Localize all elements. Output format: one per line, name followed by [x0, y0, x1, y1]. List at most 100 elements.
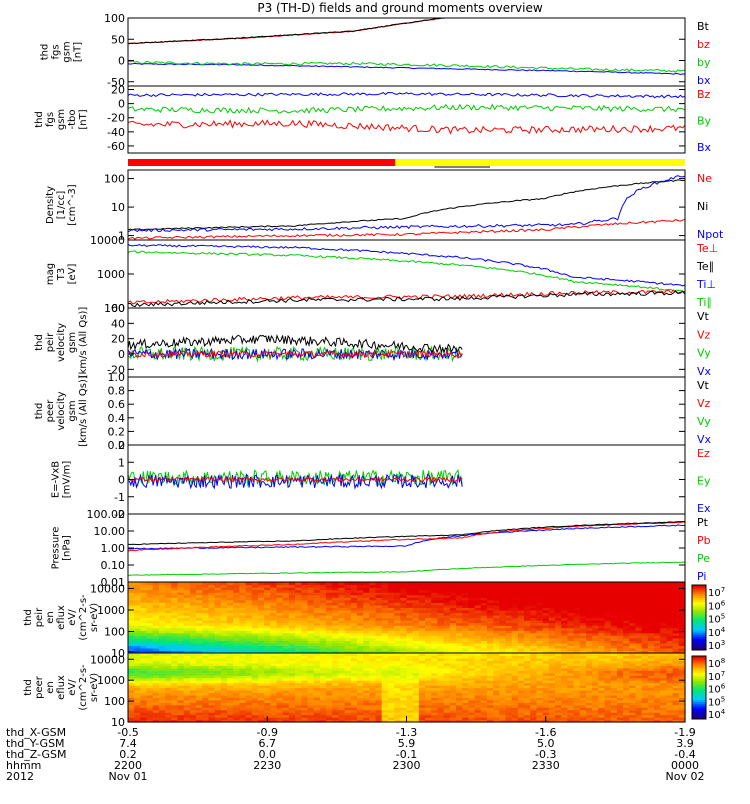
series-Npot	[128, 176, 685, 232]
y-tick-label: 100	[104, 173, 125, 186]
legend-Bt: Bt	[697, 20, 710, 33]
y-tick-label: 10000	[90, 582, 125, 595]
legend-Pb: Pb	[697, 534, 711, 547]
series-Ti⊥	[128, 244, 685, 286]
y-axis-label: thdfgsgsm-tbo[nT]	[34, 109, 89, 130]
y-tick-label: 0	[118, 474, 125, 487]
y-tick-label: 0.6	[108, 398, 126, 411]
colorbar-label: 106	[708, 599, 726, 612]
legend-Ez: Ez	[697, 447, 710, 460]
panel-frame	[128, 18, 685, 86]
y-tick-label: 10.00	[94, 525, 126, 538]
legend-Vz: Vz	[697, 328, 711, 341]
chart-title: P3 (TH-D) fields and ground moments over…	[257, 1, 542, 15]
y-tick-label: 100	[104, 12, 125, 25]
y-tick-label: 100.00	[87, 508, 126, 521]
legend-Pe: Pe	[697, 552, 710, 565]
legend-Ex: Ex	[697, 502, 711, 515]
legend-Npot: Npot	[697, 228, 724, 241]
y-axis-label: thdpeirvelocitygsm[km/s (All Qs)]	[34, 307, 89, 379]
legend-Ey: Ey	[697, 475, 711, 488]
legend-By: By	[697, 115, 712, 128]
y-axis-label: thdpeirenefluxeV/(cm^2-s-sr-eV)	[23, 594, 100, 641]
series-Bx	[128, 93, 685, 98]
y-tick-label: -60	[107, 140, 125, 153]
y-tick-label: 20	[111, 333, 125, 346]
legend-Vy: Vy	[697, 415, 711, 428]
legend-Bz: Bz	[697, 88, 711, 101]
legend-bz: bz	[697, 38, 710, 51]
series-Ne	[128, 219, 685, 239]
y-tick-label: 1000	[97, 604, 125, 617]
y-tick-label: 2	[118, 439, 125, 452]
y-tick-label: 100	[104, 625, 125, 638]
y-tick-label: 1	[118, 456, 125, 469]
mode-bar-slow	[128, 159, 395, 166]
y-tick-label: 0	[118, 55, 125, 68]
y-tick-label: 10	[111, 201, 125, 214]
series-Pe	[128, 562, 685, 575]
y-tick-label: -1	[114, 491, 125, 504]
y-tick-label: 50	[111, 33, 125, 46]
y-axis-label: thdpeervelocitygsm[km/s (All Qs)]	[34, 375, 89, 447]
heatmap-peir-eflux	[128, 582, 686, 654]
series-bz	[128, 18, 490, 44]
legend-by: by	[697, 56, 711, 69]
legend-Vt: Vt	[697, 379, 710, 392]
panels-layer: 100500-50thdfgsgsm[nT]Btbzbybx200-20-40-…	[23, 12, 726, 729]
y-tick-label: 0.10	[101, 559, 126, 572]
legend-Te⊥: Te⊥	[696, 242, 718, 255]
panel-peer-velocity: 1.00.80.60.40.20.0thdpeervelocitygsm[km/…	[34, 371, 712, 452]
panel-frame	[128, 240, 685, 308]
series-By	[128, 105, 685, 114]
colorbar-label: 104	[708, 626, 726, 639]
panel-pressure: 100.0010.001.000.100.01Pressure[nPa]PtPb…	[51, 508, 711, 589]
legend-Ni: Ni	[697, 200, 708, 213]
legend-Pt: Pt	[697, 516, 709, 529]
y-axis-label: magT3[eV]	[45, 263, 78, 285]
panel-frame	[128, 445, 685, 514]
y-tick-label: 40	[111, 317, 125, 330]
panel-frame	[128, 377, 685, 445]
colorbar-label: 103	[708, 639, 725, 652]
legend-Pi: Pi	[697, 570, 706, 583]
series-by	[128, 61, 685, 72]
y-axis-label: E=-VxB[mV/m]	[51, 461, 73, 499]
series-Pt	[128, 522, 685, 545]
series-Ni	[128, 180, 685, 230]
series-Bt	[128, 18, 490, 44]
y-tick-label: -20	[107, 112, 125, 125]
y-tick-label: 0.2	[108, 425, 126, 438]
series-Pi	[128, 525, 685, 549]
legend-Vz: Vz	[697, 397, 711, 410]
legend-Ne: Ne	[697, 172, 712, 185]
legend-Vx: Vx	[697, 365, 712, 378]
legend-bx: bx	[697, 74, 711, 87]
legend-Bx: Bx	[697, 141, 712, 154]
y-tick-label: 10000	[90, 234, 125, 247]
y-tick-label: 1.0	[108, 371, 126, 384]
series-Te∥	[128, 291, 685, 307]
colorbar-label: 107	[708, 586, 725, 599]
legend-Ti∥: Ti∥	[696, 296, 712, 309]
heatmap-peer-eflux	[128, 653, 686, 723]
series-bx	[128, 63, 685, 74]
series-Ti∥	[128, 251, 685, 292]
y-tick-label: 0	[118, 98, 125, 111]
y-tick-label: 1.00	[101, 542, 126, 555]
legend-Vy: Vy	[697, 347, 711, 360]
y-axis-label: Density[1/cc][cm^-3]	[45, 184, 78, 225]
colorbar-label: 105	[708, 613, 725, 626]
panel-frame	[128, 86, 685, 153]
y-tick-label: 0	[118, 348, 125, 361]
series-Te⊥	[128, 290, 685, 304]
legend-Vt: Vt	[697, 310, 710, 323]
